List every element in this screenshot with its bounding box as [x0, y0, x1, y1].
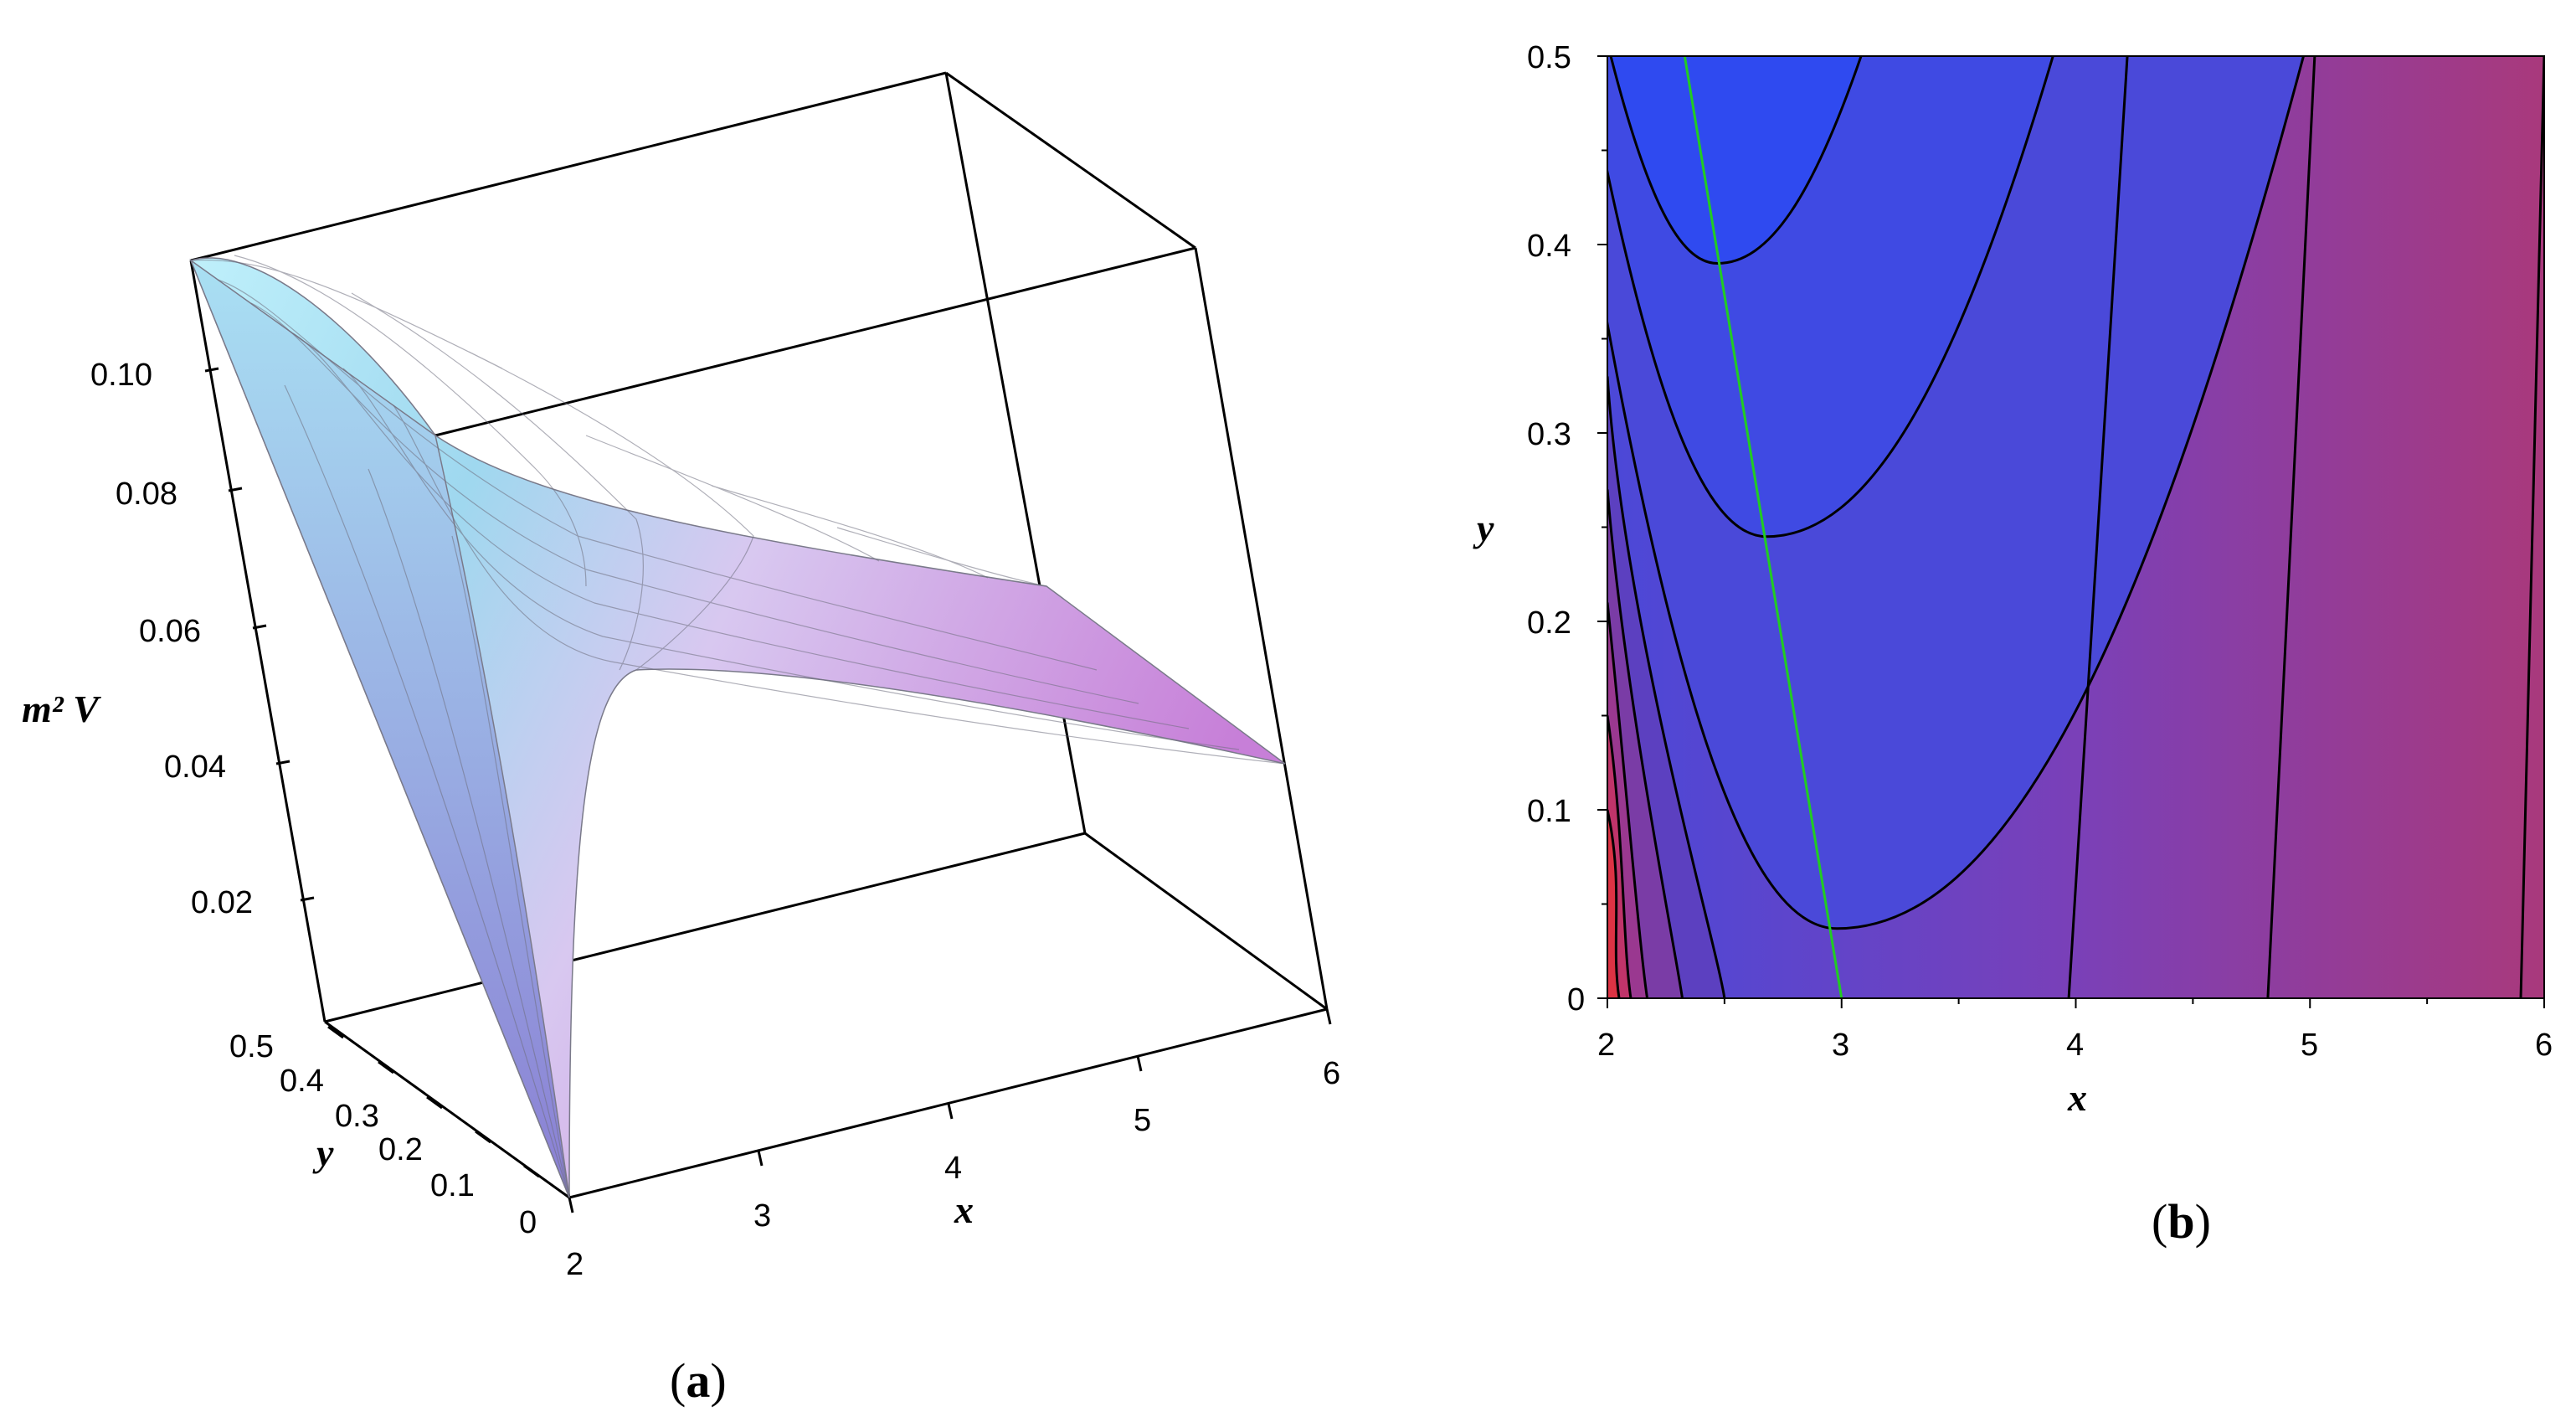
panel-a-surface-plot: 0.02 0.04 0.06 0.08 0.10 m² V 0.5 0.4 0.…: [22, 71, 1340, 1408]
y-tick-label: 0.5: [1527, 40, 1571, 75]
x-axis-title: x: [954, 1188, 974, 1231]
x-tick-label: 5: [1134, 1103, 1151, 1138]
z-tick-label: 0.08: [116, 477, 177, 512]
contour-line: [2519, 56, 2544, 998]
y-tick-label: 0.3: [335, 1099, 379, 1134]
y-tick-label: 0.3: [1527, 417, 1571, 452]
y-tick-label: 0.2: [1527, 605, 1571, 641]
y-tick-label: 0.2: [378, 1132, 423, 1167]
contour-line: [2266, 56, 2316, 998]
contour-line: [1607, 56, 2306, 930]
y-tick-label: 0.5: [229, 1029, 274, 1064]
contour-line: [1607, 376, 1726, 998]
contour-ticks: [1597, 55, 2545, 1008]
y-axis-title: y: [312, 1131, 334, 1174]
x-tick-label: 3: [753, 1198, 771, 1234]
contour-band: [1611, 56, 1862, 264]
z-tick-label: 0.04: [164, 750, 226, 785]
x-axis-title: x: [2067, 1076, 2087, 1119]
x-tick-label: 4: [944, 1151, 962, 1186]
contour-line: [2067, 56, 2129, 998]
surface: [189, 255, 1286, 1198]
x-tick-label: 4: [2066, 1028, 2084, 1063]
z-tick-label: 0.10: [90, 358, 152, 393]
x-tick-label: 2: [566, 1247, 584, 1282]
x-tick-label: 6: [1323, 1056, 1340, 1091]
x-tick-label: 6: [2535, 1028, 2553, 1063]
panel-label-b: (b): [2152, 1194, 2211, 1249]
contour-line: [1607, 56, 2054, 538]
minimum-line: [1683, 56, 1843, 998]
y-tick-label: 0: [1567, 982, 1585, 1018]
z-axis: [204, 367, 315, 902]
contour-band: [1607, 810, 1619, 998]
y-axis: [327, 1025, 540, 1178]
z-tick-label: 0.02: [191, 885, 253, 920]
y-tick-label: 0: [519, 1205, 537, 1240]
x-axis: [568, 1008, 1332, 1213]
x-tick-label: 2: [1597, 1028, 1615, 1063]
contour-line: [1607, 489, 1684, 998]
y-tick-label: 0.4: [1527, 229, 1571, 264]
x-tick-label: 5: [2301, 1028, 2318, 1063]
contour-line: [1607, 715, 1632, 998]
contour-line: [1607, 602, 1649, 998]
y-tick-label: 0.1: [1527, 794, 1571, 829]
y-tick-label: 0.4: [280, 1064, 324, 1099]
z-axis-title: m² V: [22, 688, 101, 730]
y-axis-title: y: [1473, 507, 1494, 549]
panel-b-contour-plot: 2 3 4 5 6 x 0 0.1 0.2 0.3 0.4 0.5 y (b): [1473, 40, 2553, 1249]
z-tick-label: 0.06: [139, 614, 201, 649]
contour-line: [1607, 809, 1621, 998]
panel-label-a: (a): [670, 1353, 727, 1408]
x-tick-label: 3: [1832, 1028, 1849, 1063]
contour-line: [1609, 56, 1863, 265]
y-tick-label: 0.1: [430, 1168, 475, 1203]
contour-layer: [1607, 56, 2544, 998]
